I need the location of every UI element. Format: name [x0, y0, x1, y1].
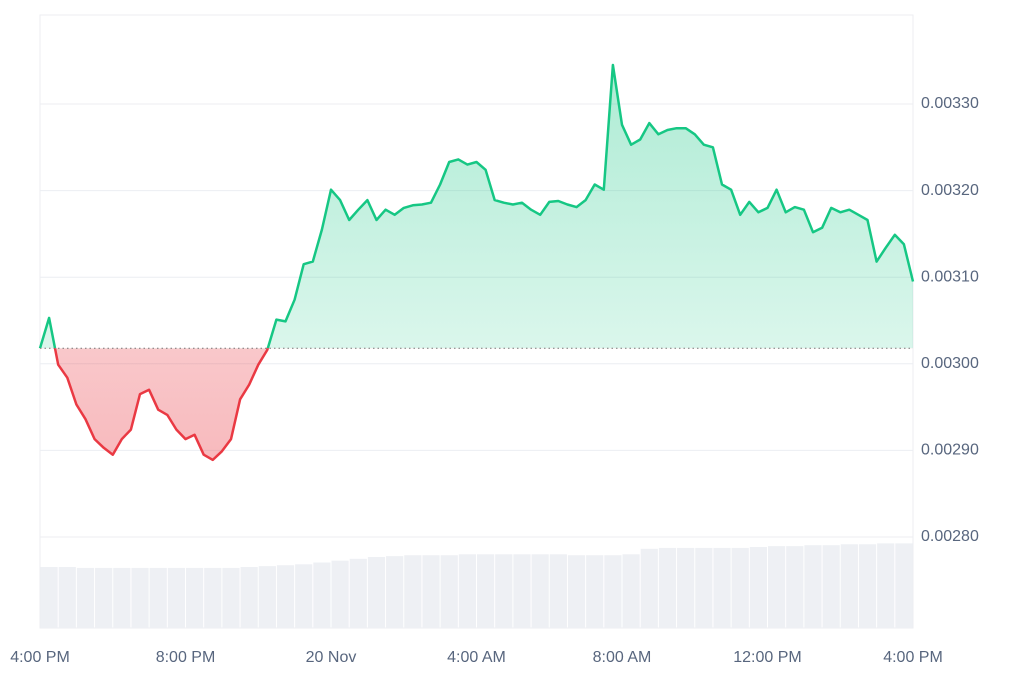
volume-bar [76, 567, 95, 628]
volume-bar [95, 567, 113, 628]
volume-bar [204, 567, 222, 628]
volume-bar [695, 547, 713, 628]
volume-bar [367, 557, 386, 628]
volume-bar [186, 567, 204, 628]
volume-bar [677, 547, 695, 628]
volume-bar [313, 562, 331, 628]
volume-bar [404, 555, 422, 628]
volume-bar [349, 558, 367, 628]
x-tick-label: 4:00 AM [447, 649, 506, 666]
volume-bar [149, 567, 167, 628]
y-tick-label: 0.00280 [921, 528, 979, 545]
y-tick-label: 0.00320 [921, 182, 979, 199]
volume-bar [477, 554, 495, 628]
volume-bar [549, 554, 567, 628]
volume-bar [731, 547, 749, 628]
volume-bar [658, 547, 677, 628]
volume-bar [713, 547, 731, 628]
area-down [54, 348, 268, 460]
y-tick-label: 0.00310 [921, 268, 979, 285]
volume-bar [622, 554, 640, 628]
volume-bar [58, 567, 76, 628]
volume-bar [131, 567, 149, 628]
volume-bar [840, 544, 858, 628]
volume-bar [604, 555, 622, 628]
volume-bar [331, 560, 349, 628]
volume-bar [640, 548, 658, 628]
y-tick-label: 0.00330 [921, 95, 979, 112]
volume-bar [822, 545, 840, 628]
volume-bar [768, 546, 786, 628]
volume-bar [895, 543, 913, 628]
volume-bar [786, 546, 804, 628]
volume-bar [458, 554, 476, 628]
volume-bar [567, 555, 586, 628]
y-tick-label: 0.00290 [921, 442, 979, 459]
x-tick-label: 8:00 PM [156, 649, 216, 666]
x-tick-label: 12:00 PM [733, 649, 801, 666]
volume-bar [440, 555, 458, 628]
y-tick-label: 0.00300 [921, 355, 979, 372]
volume-bar [749, 547, 767, 628]
volume-bar [222, 567, 240, 628]
volume-bar [586, 555, 604, 628]
volume-bar [295, 564, 313, 628]
price-line-down [40, 348, 270, 462]
volume-bar [113, 567, 131, 628]
volume-bar [167, 567, 185, 628]
volume-bar [531, 554, 549, 628]
volume-bar [240, 567, 258, 628]
price-line-up [38, 63, 915, 349]
volume-bar [40, 567, 58, 628]
volume-bar [386, 556, 404, 628]
volume-bar [276, 565, 295, 628]
x-tick-label: 20 Nov [306, 649, 357, 666]
volume-bar [877, 543, 895, 628]
volume-bar [804, 545, 822, 628]
volume-bar [495, 554, 513, 628]
volume-bar [858, 544, 877, 628]
volume-bar [258, 566, 276, 628]
x-tick-label: 4:00 PM [883, 649, 943, 666]
x-tick-label: 4:00 PM [10, 649, 70, 666]
volume-bar [422, 555, 440, 628]
volume-bar [513, 554, 531, 628]
x-tick-label: 8:00 AM [593, 649, 652, 666]
